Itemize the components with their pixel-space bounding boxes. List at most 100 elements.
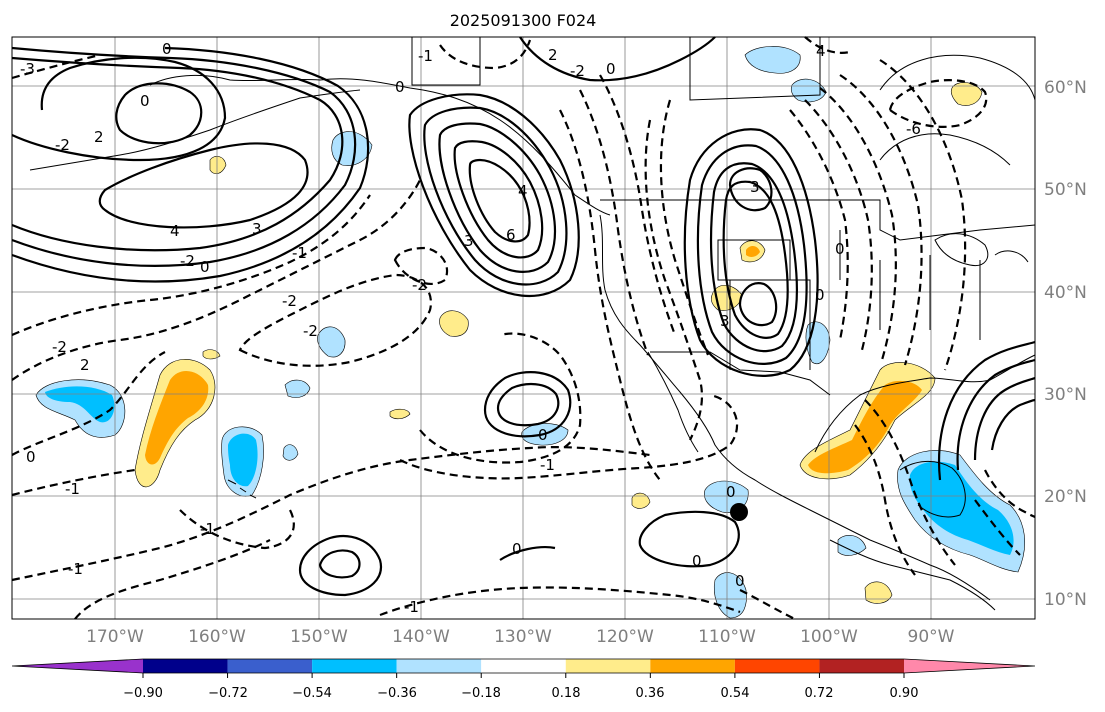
lon-label: 130°W [494, 627, 552, 647]
shade-yellow [864, 581, 893, 604]
contour-label: 0 [395, 78, 405, 96]
contour-label: 3 [720, 312, 730, 330]
contour-positive [11, 56, 344, 252]
colorbar-segment [904, 659, 1035, 673]
shade-blue [909, 461, 1014, 555]
contour-label: 0 [606, 60, 616, 78]
coastline-alaska [149, 74, 611, 216]
colorbar-tick-label: −0.36 [377, 686, 417, 701]
contour-positive [496, 382, 560, 427]
contour-label: -2 [180, 252, 195, 270]
contours [11, 36, 1036, 620]
contour-label: -2 [52, 338, 67, 356]
contour-negative [11, 468, 136, 497]
contour-negative [11, 179, 421, 381]
contour-label: 0 [815, 286, 825, 304]
contour-label: -2 [282, 292, 297, 310]
contour-negative [559, 109, 661, 481]
shade-yellow [950, 82, 983, 106]
contour-positive [98, 142, 309, 229]
contour-positive [453, 140, 544, 259]
contour-positive [11, 46, 370, 283]
contour-label: -1 [540, 456, 555, 474]
contour-label: 2 [94, 128, 104, 146]
lat-label: 30°N [1044, 385, 1087, 405]
contour-label: 0 [538, 426, 548, 444]
colorbar-segment [819, 659, 904, 673]
contour-negative [11, 194, 371, 337]
contour-label: 3 [252, 220, 262, 238]
lat-label: 50°N [1044, 180, 1087, 200]
contour-negative [439, 39, 532, 70]
colorbar-segment [565, 659, 651, 673]
contour-label: 0 [140, 92, 150, 110]
colorbar-tick-label: 0.90 [890, 686, 919, 701]
colorbar-tick-label: 0.36 [636, 686, 665, 701]
hawaii-islands [227, 479, 257, 499]
colorbar-segment [396, 659, 482, 673]
shade-light-blue [837, 535, 867, 556]
contour-positive [438, 122, 557, 273]
shade-orange [746, 246, 760, 257]
contour-label: -1 [65, 480, 80, 498]
contour-negative [659, 99, 710, 356]
contour-label: -2 [570, 62, 585, 80]
contour-negative [399, 393, 739, 480]
contour-positive [519, 36, 716, 82]
contour-positive [938, 340, 1036, 481]
contour-negative [238, 273, 433, 367]
map-frame [11, 36, 1036, 620]
colorbar: −0.90 −0.72 −0.54 −0.36 −0.18 0.18 0.36 … [11, 658, 1036, 701]
contour-positive [115, 82, 203, 145]
colorbar-tick-label: −0.18 [461, 686, 501, 701]
anomaly-shading [35, 46, 1025, 619]
colorbar-tick-label: 0.54 [721, 686, 750, 701]
lat-label: 40°N [1044, 283, 1087, 303]
contour-label: -1 [292, 244, 307, 262]
contour-negative [379, 586, 741, 617]
contour-negative [74, 539, 271, 620]
border-us-mexico [650, 351, 831, 396]
colorbar-segment [650, 659, 735, 673]
contour-label: 0 [692, 552, 702, 570]
lat-label: 20°N [1044, 487, 1087, 507]
hudson-bay [879, 54, 1036, 166]
contour-label: 0 [835, 240, 845, 258]
contour-label: 4 [816, 42, 826, 60]
contour-label: -3 [20, 60, 35, 78]
lon-label: 170°W [86, 627, 144, 647]
coastline-baja [647, 351, 699, 453]
shade-yellow [389, 408, 411, 420]
lat-label: 10°N [1044, 590, 1087, 610]
lon-label: 100°W [800, 627, 858, 647]
contour-positive [709, 162, 798, 353]
lon-label: 160°W [188, 627, 246, 647]
lon-label: 90°W [908, 627, 955, 647]
border-us-canada [600, 199, 1036, 241]
contour-label: 4 [518, 182, 528, 200]
contour-positive [728, 167, 773, 212]
contour-positive [298, 534, 383, 597]
colorbar-tick-label: 0.72 [805, 686, 834, 701]
contour-positive [11, 56, 227, 162]
contour-label: -1 [68, 560, 83, 578]
contour-negative [854, 424, 916, 576]
location-marker [730, 503, 748, 521]
colorbar-ticks [142, 673, 905, 678]
lon-label: 150°W [290, 627, 348, 647]
contour-positive [638, 510, 740, 568]
greenland-edge [411, 37, 481, 86]
colorbar-segment [227, 659, 313, 673]
coastlines [29, 37, 1036, 611]
contour-positive [483, 371, 572, 438]
colorbar-tick-label: −0.72 [208, 686, 248, 701]
contour-negative [804, 36, 851, 54]
contour-label: -1 [418, 47, 433, 65]
shade-light-blue [744, 46, 801, 74]
contour-label: -2 [55, 136, 70, 154]
contour-label: 0 [512, 540, 522, 558]
colorbar-segment [481, 659, 566, 673]
shade-yellow [439, 310, 469, 337]
contour-label: 0 [735, 572, 745, 590]
lon-label: 140°W [392, 627, 450, 647]
